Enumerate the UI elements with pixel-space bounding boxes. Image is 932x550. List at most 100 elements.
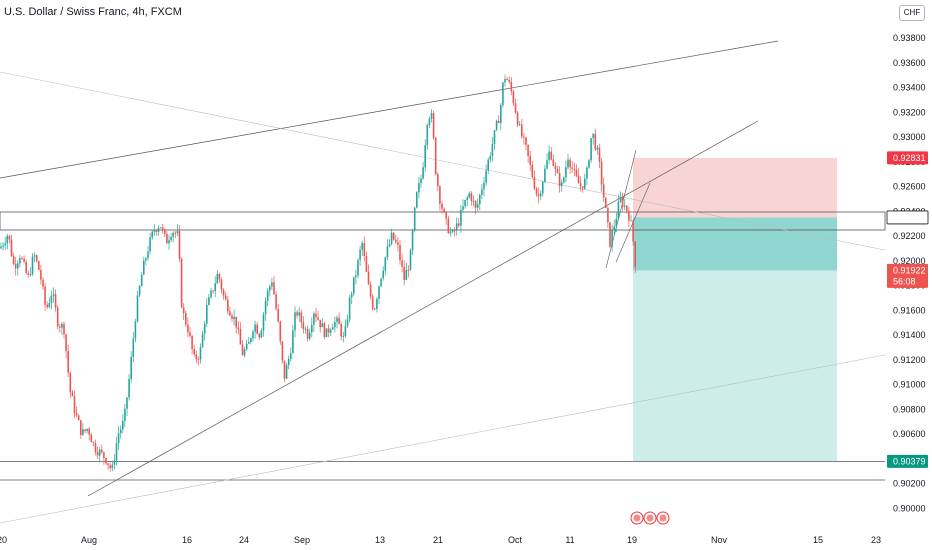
- candle[interactable]: [290, 347, 292, 363]
- candle[interactable]: [14, 257, 17, 276]
- candle[interactable]: [405, 262, 408, 280]
- candle[interactable]: [180, 257, 183, 309]
- candle[interactable]: [409, 248, 412, 271]
- candle[interactable]: [161, 223, 164, 234]
- candle[interactable]: [470, 191, 473, 206]
- candle[interactable]: [54, 289, 57, 312]
- candle[interactable]: [619, 191, 622, 204]
- candle[interactable]: [441, 200, 443, 214]
- candle[interactable]: [243, 346, 246, 358]
- candle[interactable]: [319, 319, 321, 333]
- descending-faint-line[interactable]: [0, 71, 886, 251]
- candle[interactable]: [623, 199, 626, 211]
- candle[interactable]: [212, 290, 214, 294]
- candle[interactable]: [298, 307, 300, 322]
- candle[interactable]: [235, 316, 237, 334]
- candle[interactable]: [430, 109, 433, 123]
- candle[interactable]: [447, 215, 450, 235]
- candle[interactable]: [500, 102, 502, 131]
- candle[interactable]: [626, 204, 628, 215]
- candle[interactable]: [539, 190, 542, 201]
- candle[interactable]: [374, 307, 376, 311]
- candle[interactable]: [275, 291, 277, 311]
- candle[interactable]: [59, 323, 61, 333]
- long-rising-faint-line[interactable]: [0, 354, 886, 524]
- candle[interactable]: [103, 451, 105, 465]
- candle[interactable]: [380, 277, 382, 288]
- candle[interactable]: [147, 245, 149, 261]
- candle[interactable]: [311, 317, 313, 338]
- candle[interactable]: [321, 318, 324, 328]
- candle[interactable]: [445, 211, 447, 225]
- candle[interactable]: [581, 186, 584, 193]
- candle[interactable]: [586, 165, 588, 186]
- candle[interactable]: [153, 223, 156, 236]
- candle[interactable]: [504, 74, 506, 87]
- candle[interactable]: [353, 277, 355, 296]
- candle[interactable]: [17, 260, 19, 276]
- candle[interactable]: [426, 123, 429, 150]
- candle[interactable]: [605, 197, 607, 209]
- candle[interactable]: [361, 240, 363, 256]
- candle[interactable]: [474, 200, 477, 215]
- candle[interactable]: [19, 255, 21, 268]
- candle[interactable]: [227, 295, 229, 315]
- candle[interactable]: [199, 343, 202, 364]
- candle[interactable]: [525, 136, 527, 151]
- candle[interactable]: [222, 288, 225, 300]
- candle[interactable]: [628, 206, 630, 227]
- candle[interactable]: [615, 212, 618, 233]
- candle[interactable]: [273, 275, 275, 295]
- candle[interactable]: [411, 228, 414, 256]
- candle[interactable]: [422, 161, 424, 180]
- candle[interactable]: [52, 287, 55, 303]
- candle[interactable]: [308, 328, 311, 341]
- candle[interactable]: [56, 305, 59, 330]
- candle[interactable]: [178, 225, 181, 262]
- candle[interactable]: [241, 339, 244, 356]
- candle[interactable]: [304, 326, 307, 334]
- candle[interactable]: [132, 332, 135, 363]
- candle[interactable]: [428, 116, 431, 129]
- candle[interactable]: [556, 165, 559, 174]
- candle[interactable]: [348, 294, 351, 323]
- rising-support-line[interactable]: [87, 120, 759, 497]
- candle[interactable]: [342, 331, 345, 343]
- event-flag-icon[interactable]: [656, 511, 670, 525]
- candle[interactable]: [630, 214, 632, 222]
- candle[interactable]: [170, 232, 172, 243]
- candle[interactable]: [573, 162, 576, 177]
- candle[interactable]: [529, 150, 531, 172]
- candle[interactable]: [35, 254, 38, 263]
- candle[interactable]: [98, 447, 101, 463]
- candle[interactable]: [329, 327, 332, 337]
- candle[interactable]: [390, 228, 393, 246]
- candle[interactable]: [31, 252, 34, 276]
- candle[interactable]: [350, 291, 353, 305]
- candle[interactable]: [458, 217, 460, 228]
- candle[interactable]: [592, 133, 594, 145]
- candle[interactable]: [88, 426, 90, 441]
- candle[interactable]: [29, 267, 32, 277]
- candle[interactable]: [506, 76, 508, 81]
- candle[interactable]: [460, 205, 462, 233]
- candle[interactable]: [0, 242, 2, 250]
- candle[interactable]: [531, 160, 534, 179]
- candle[interactable]: [453, 227, 456, 237]
- candle[interactable]: [172, 231, 174, 243]
- candle[interactable]: [113, 453, 116, 470]
- candle[interactable]: [122, 414, 124, 434]
- candle[interactable]: [105, 457, 107, 465]
- candle[interactable]: [166, 231, 168, 244]
- candle[interactable]: [407, 265, 410, 278]
- candle[interactable]: [521, 118, 523, 139]
- candle[interactable]: [512, 89, 515, 106]
- candle[interactable]: [266, 288, 269, 307]
- candle[interactable]: [279, 320, 282, 345]
- candle[interactable]: [128, 374, 130, 401]
- candle[interactable]: [174, 231, 177, 238]
- candle[interactable]: [231, 313, 233, 323]
- candle[interactable]: [554, 162, 557, 177]
- candle[interactable]: [6, 233, 9, 250]
- candle[interactable]: [617, 194, 620, 220]
